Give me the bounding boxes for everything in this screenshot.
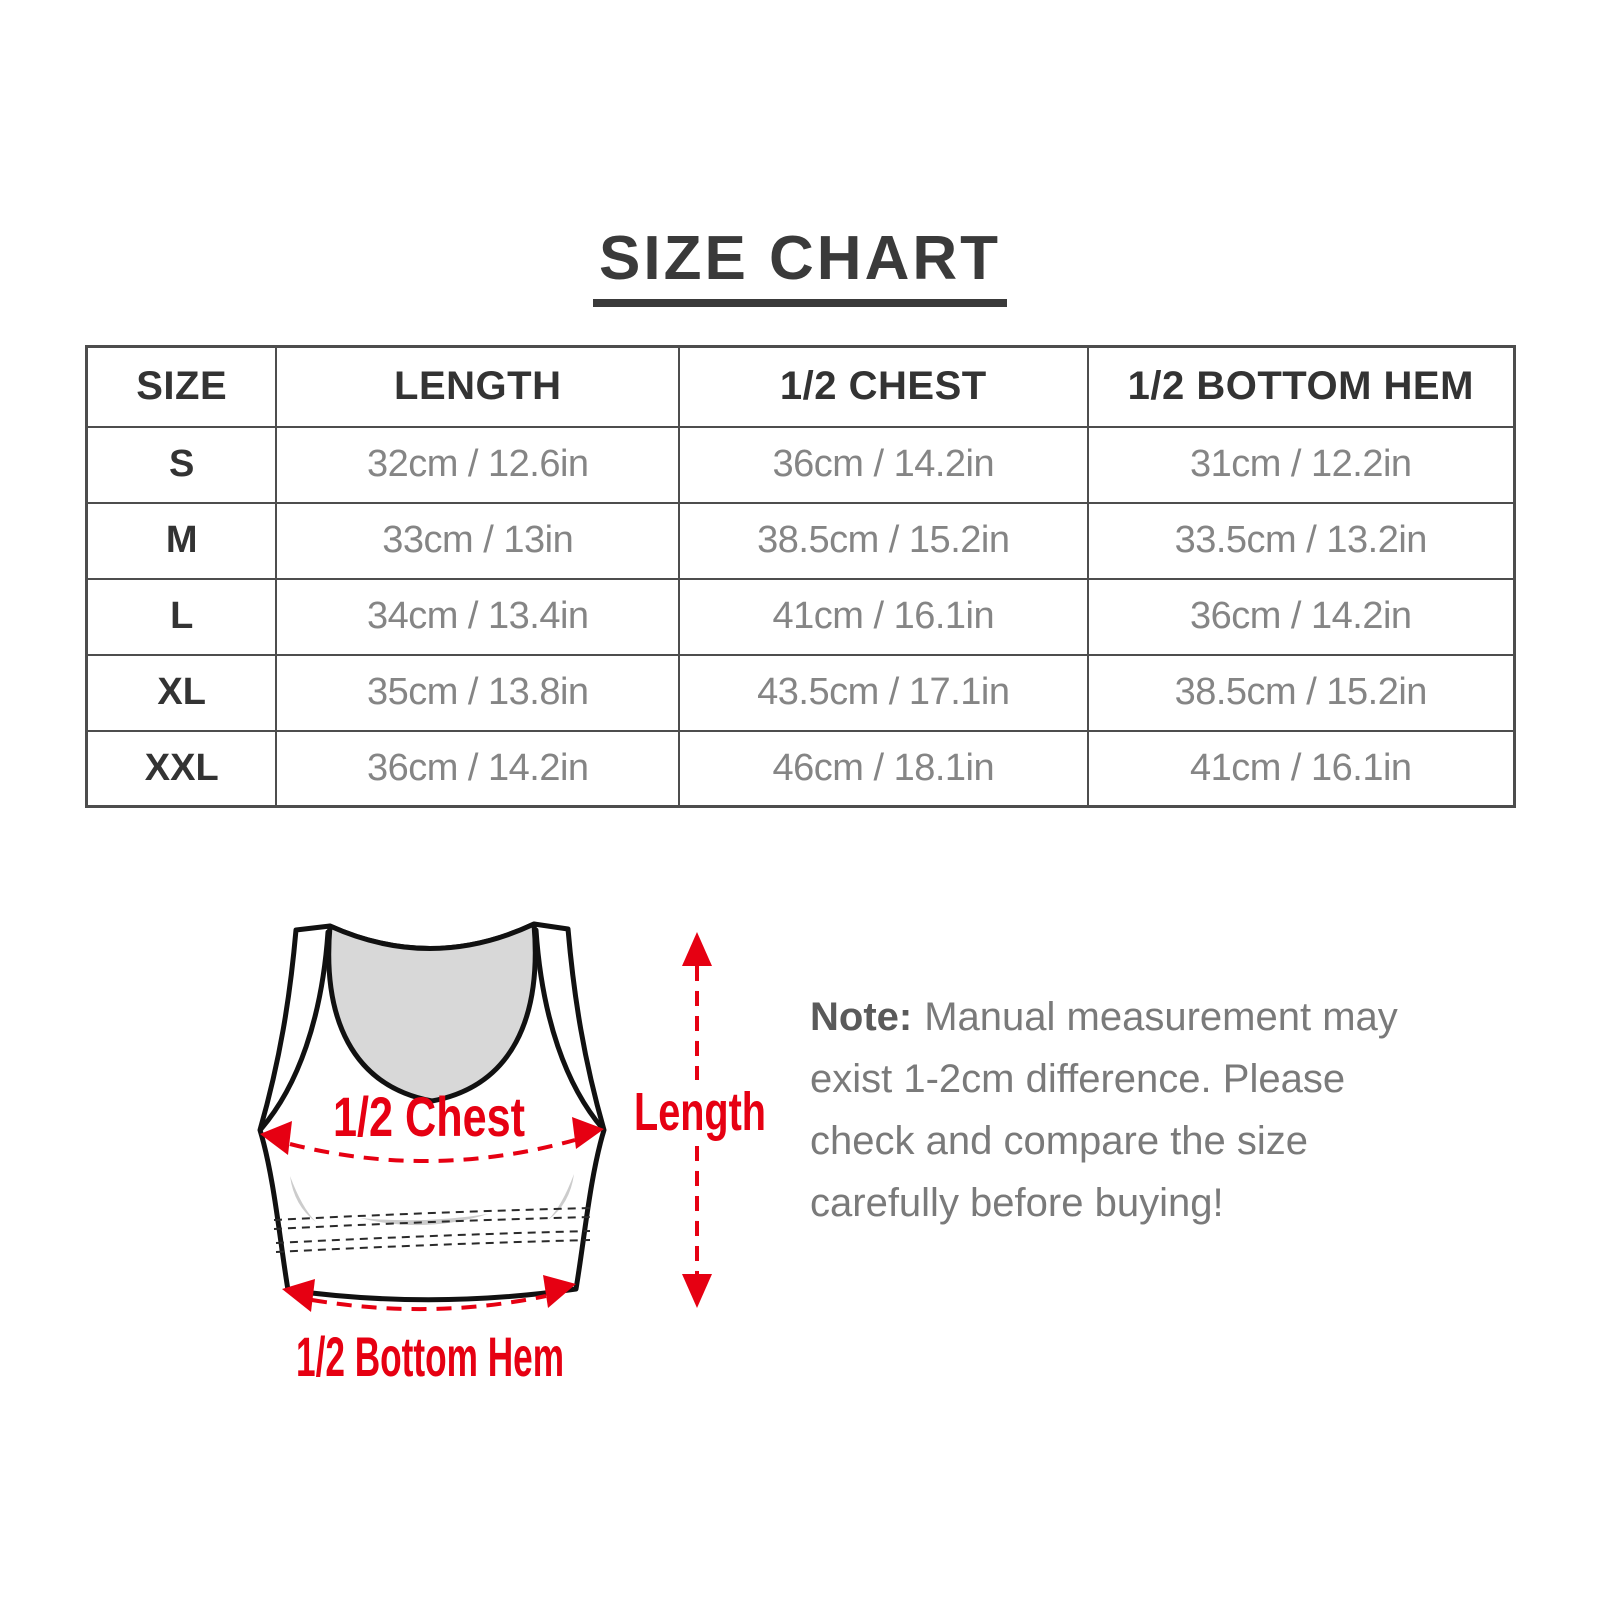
left-armhole-line <box>258 929 331 1132</box>
chest-measure-arrow <box>260 1117 604 1163</box>
table-row: XL 35cm / 13.8in 43.5cm / 17.1in 38.5cm … <box>85 653 1516 732</box>
measurement-diagram: 1/2 Chest Length 1/2 Bottom Hem <box>257 921 766 1388</box>
hem-value: 38.5cm / 15.2in <box>1086 653 1516 732</box>
length-value: 33cm / 13in <box>275 501 681 580</box>
bottom-hem-measure-arrow <box>282 1275 576 1312</box>
page-title: SIZE CHART <box>593 228 1007 307</box>
note-label: Note: <box>810 995 913 1039</box>
chest-measure-label: 1/2 Chest <box>333 1085 525 1148</box>
size-label: XXL <box>85 729 278 808</box>
chest-value: 36cm / 14.2in <box>678 425 1089 504</box>
table-header-row: SIZE LENGTH 1/2 CHEST 1/2 BOTTOM HEM <box>85 345 1516 428</box>
length-measure-label: Length <box>634 1082 766 1142</box>
chest-arrowhead-right <box>572 1117 604 1149</box>
chest-value: 41cm / 16.1in <box>678 577 1089 656</box>
length-label-backing <box>632 1084 766 1142</box>
table-row: S 32cm / 12.6in 36cm / 14.2in 31cm / 12.… <box>85 425 1516 504</box>
measurement-note: Note: Manual measurement may exist 1-2cm … <box>810 986 1460 1234</box>
hem-value: 31cm / 12.2in <box>1086 425 1516 504</box>
right-armhole-line <box>533 927 606 1132</box>
column-header-chest: 1/2 CHEST <box>678 345 1089 428</box>
note-text: Manual measurement may exist 1-2cm diffe… <box>810 995 1398 1225</box>
hem-value: 33.5cm / 13.2in <box>1086 501 1516 580</box>
length-arrowhead-bottom <box>682 1274 712 1308</box>
hem-value: 36cm / 14.2in <box>1086 577 1516 656</box>
hem-value: 41cm / 16.1in <box>1086 729 1516 808</box>
length-measure-arrow <box>682 932 712 1308</box>
column-header-length: LENGTH <box>275 345 681 428</box>
size-table: SIZE LENGTH 1/2 CHEST 1/2 BOTTOM HEM S 3… <box>85 345 1516 808</box>
table-row: XXL 36cm / 14.2in 46cm / 18.1in 41cm / 1… <box>85 729 1516 808</box>
length-arrowhead-top <box>682 932 712 966</box>
chest-value: 38.5cm / 15.2in <box>678 501 1089 580</box>
chest-arrowhead-left <box>260 1121 292 1155</box>
table-row: L 34cm / 13.4in 41cm / 16.1in 36cm / 14.… <box>85 577 1516 656</box>
column-header-size: SIZE <box>85 345 278 428</box>
table-row: M 33cm / 13in 38.5cm / 15.2in 33.5cm / 1… <box>85 501 1516 580</box>
length-value: 34cm / 13.4in <box>275 577 681 656</box>
size-label: S <box>85 425 278 504</box>
length-value: 35cm / 13.8in <box>275 653 681 732</box>
length-value: 36cm / 14.2in <box>275 729 681 808</box>
length-value: 32cm / 12.6in <box>275 425 681 504</box>
bottom-hem-measure-label: 1/2 Bottom Hem <box>296 1325 564 1388</box>
size-label: M <box>85 501 278 580</box>
column-header-bottom-hem: 1/2 BOTTOM HEM <box>1086 345 1516 428</box>
hem-arrowhead-left <box>282 1279 315 1312</box>
center-shading <box>360 1214 488 1226</box>
stitch-lines <box>273 1207 593 1253</box>
header: SIZE CHART <box>0 228 1600 307</box>
chest-value: 46cm / 18.1in <box>678 729 1089 808</box>
chest-value: 43.5cm / 17.1in <box>678 653 1089 732</box>
hem-arrowhead-right <box>543 1275 576 1308</box>
racerback-panel <box>326 921 538 1104</box>
size-label: L <box>85 577 278 656</box>
size-label: XL <box>85 653 278 732</box>
